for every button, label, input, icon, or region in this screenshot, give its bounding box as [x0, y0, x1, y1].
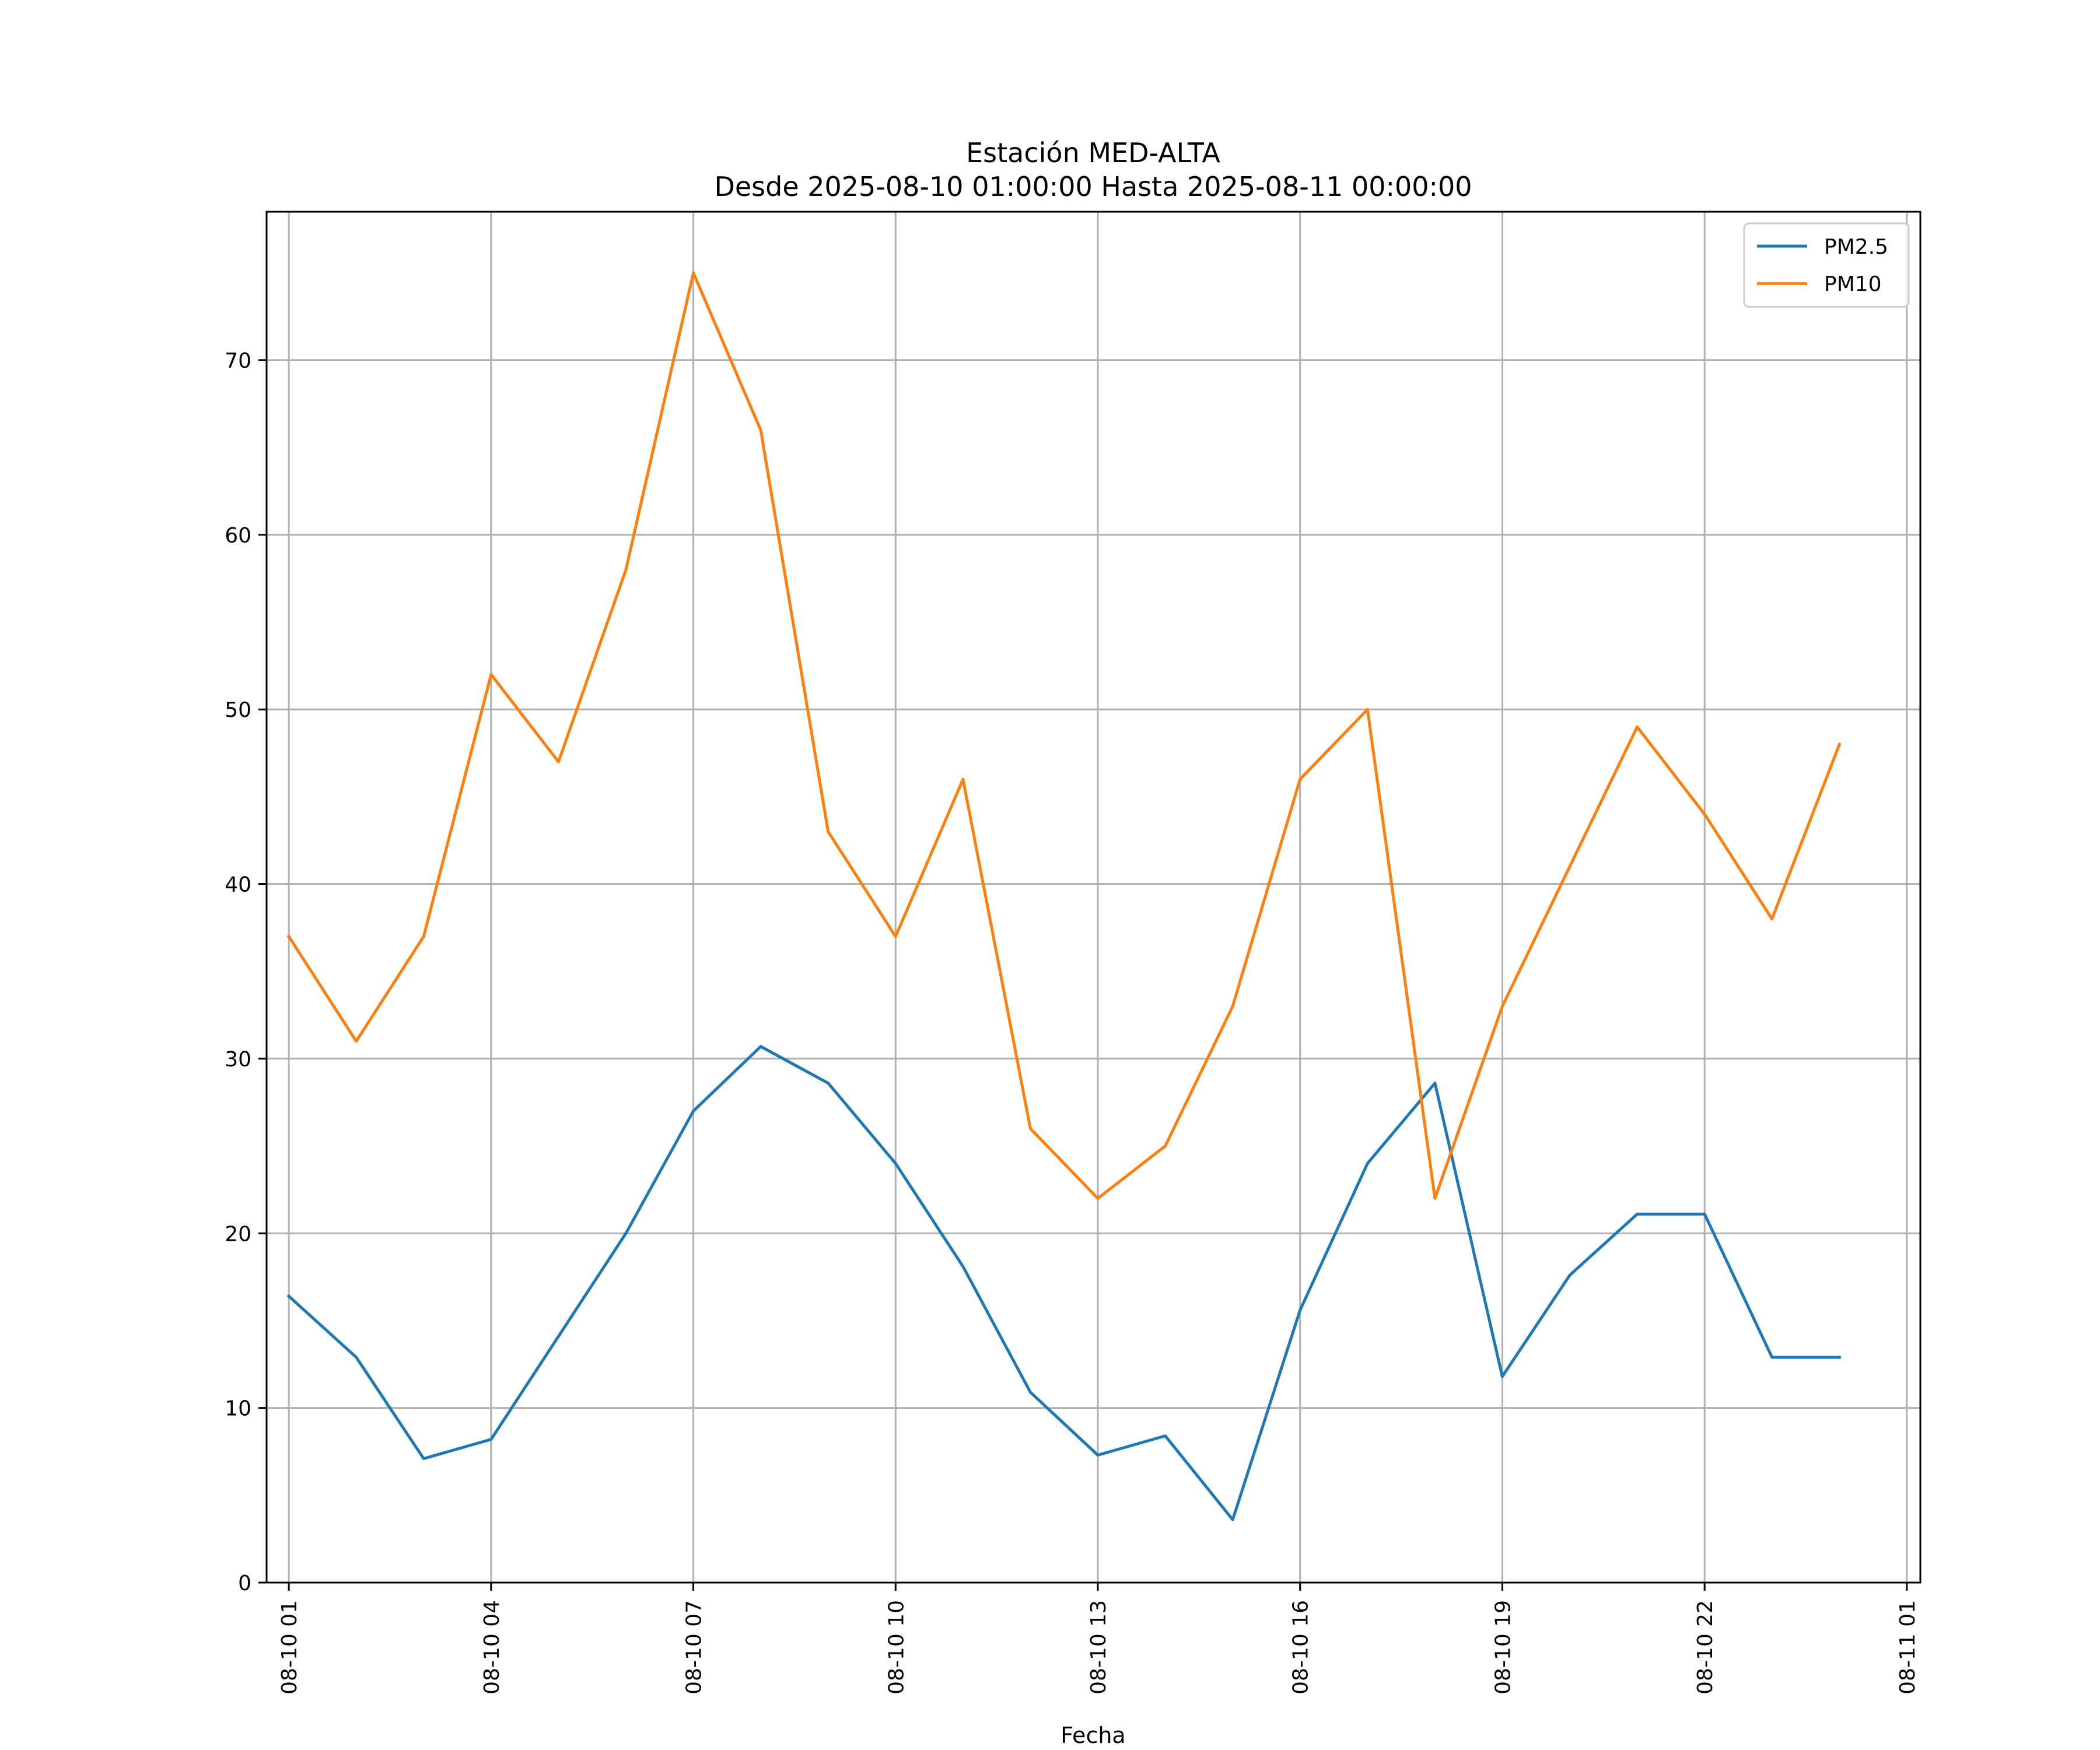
- chart-title: Estación MED-ALTA: [966, 137, 1220, 169]
- x-tick-label: 08-10 22: [1693, 1600, 1717, 1695]
- legend: PM2.5 PM10: [1743, 222, 1910, 308]
- y-tick-label: 60: [225, 524, 251, 548]
- legend-box: [1743, 222, 1910, 308]
- y-tick-label: 70: [225, 349, 251, 373]
- y-tick-label: 40: [225, 873, 251, 897]
- y-tick-label: 30: [225, 1048, 251, 1072]
- x-axis-label: Fecha: [1060, 1723, 1125, 1748]
- x-tick-label: 08-10 04: [480, 1600, 504, 1695]
- series-line-pm10: [286, 271, 1842, 1200]
- x-tick-label: 08-11 01: [1896, 1600, 1920, 1695]
- x-tick-label: 08-10 07: [682, 1600, 706, 1695]
- x-tick-label: 08-10 16: [1289, 1600, 1313, 1695]
- y-axis-ticks: 0 10 20 30 40 50 60 70: [225, 349, 267, 1595]
- y-tick-label: 10: [225, 1397, 251, 1421]
- series-lines: [286, 271, 1842, 1521]
- y-tick-label: 0: [238, 1572, 251, 1595]
- y-tick-label: 20: [225, 1222, 251, 1246]
- legend-label-pm10: PM10: [1824, 272, 1882, 296]
- plot-frame: [265, 211, 1922, 1584]
- chart-subtitle: Desde 2025-08-10 01:00:00 Hasta 2025-08-…: [714, 171, 1472, 202]
- x-axis-ticks: 08-10 01 08-10 04 08-10 07 08-10 10 08-10 13…: [278, 1583, 1920, 1695]
- series-line-pm2-5: [286, 1045, 1841, 1521]
- y-tick-label: 50: [225, 698, 251, 722]
- legend-label-pm25: PM2.5: [1824, 235, 1888, 259]
- x-tick-label: 08-10 10: [884, 1600, 908, 1695]
- x-tick-label: 08-10 13: [1087, 1600, 1111, 1695]
- x-tick-label: 08-10 01: [278, 1600, 302, 1695]
- x-tick-label: 08-10 19: [1491, 1600, 1515, 1695]
